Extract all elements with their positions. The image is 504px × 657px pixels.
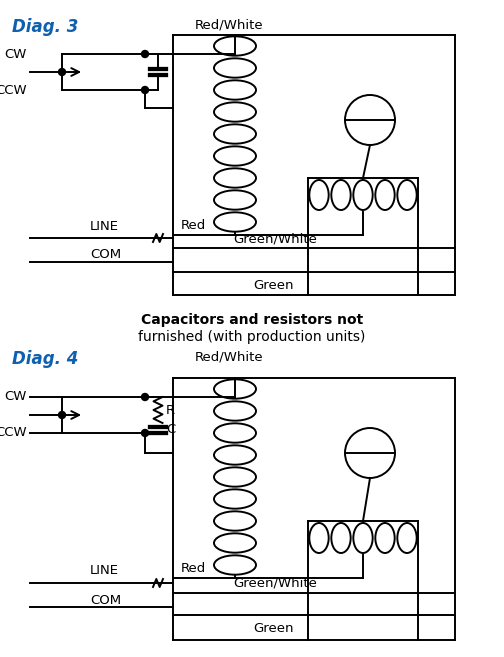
Circle shape (142, 430, 149, 436)
Text: CW: CW (5, 390, 27, 403)
Text: Green: Green (253, 622, 293, 635)
Text: Green/White: Green/White (233, 577, 317, 590)
Text: LINE: LINE (90, 219, 119, 233)
Text: Red/White: Red/White (195, 18, 264, 31)
Circle shape (58, 68, 66, 76)
Text: R: R (166, 403, 175, 417)
Text: Diag. 3: Diag. 3 (12, 18, 79, 36)
Text: Red: Red (181, 219, 206, 232)
Text: COM: COM (90, 248, 121, 261)
Circle shape (142, 51, 149, 58)
Circle shape (58, 411, 66, 419)
Text: COM: COM (90, 593, 121, 606)
Text: CW: CW (5, 47, 27, 60)
Circle shape (142, 87, 149, 93)
Text: Green/White: Green/White (233, 232, 317, 245)
Text: CCW: CCW (0, 83, 27, 97)
Text: Red: Red (181, 562, 206, 575)
Text: CCW: CCW (0, 426, 27, 440)
Text: C: C (166, 423, 175, 436)
Circle shape (142, 394, 149, 401)
Text: furnished (with production units): furnished (with production units) (138, 330, 366, 344)
Text: Red/White: Red/White (195, 350, 264, 363)
Text: Green: Green (253, 279, 293, 292)
Text: Diag. 4: Diag. 4 (12, 350, 79, 368)
Text: Capacitors and resistors not: Capacitors and resistors not (141, 313, 363, 327)
Text: LINE: LINE (90, 564, 119, 578)
